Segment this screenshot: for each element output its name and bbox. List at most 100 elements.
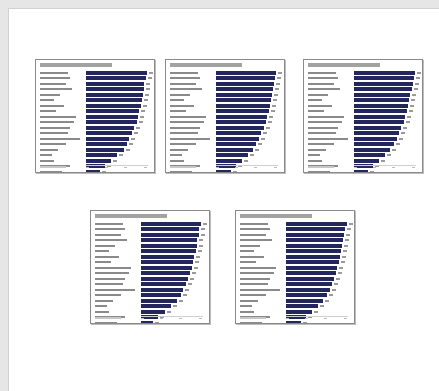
page-footer-note — [40, 166, 66, 168]
print-preview-canvas — [8, 8, 439, 391]
bar-label — [40, 93, 60, 96]
bar-value-label — [392, 148, 396, 151]
bar-value-label — [414, 88, 418, 91]
bar — [354, 87, 412, 92]
x-tick — [392, 167, 396, 168]
bar-label — [170, 126, 200, 129]
bar-value-label — [274, 93, 278, 96]
x-tick — [324, 318, 328, 319]
bar-label — [170, 88, 202, 91]
bar-label — [308, 148, 326, 151]
bar-row — [240, 287, 350, 293]
bar — [286, 238, 343, 243]
bar — [141, 320, 153, 323]
bar — [216, 71, 276, 75]
bar-label — [40, 137, 80, 140]
bar-value-label — [387, 154, 391, 157]
bar-row — [240, 243, 350, 249]
bar-label — [240, 255, 264, 258]
bar-row — [170, 169, 280, 172]
bar-row — [95, 293, 205, 298]
bar-row — [240, 265, 350, 271]
bar-row — [240, 309, 350, 315]
bar — [216, 92, 272, 97]
bar-row — [308, 109, 418, 114]
bar-label — [240, 294, 266, 297]
bar-label — [308, 99, 322, 102]
page-footer-note — [240, 317, 266, 319]
bar-label — [240, 277, 270, 280]
x-tick — [344, 318, 347, 319]
x-tick — [160, 318, 164, 319]
bar-value-label — [268, 121, 272, 124]
page-thumbnail-3[interactable] — [303, 59, 423, 173]
bar-value-label — [370, 170, 374, 172]
bar — [86, 76, 146, 81]
bar-value-label — [314, 310, 318, 313]
bar — [354, 136, 397, 141]
bar-row — [95, 260, 205, 265]
bar — [216, 103, 270, 108]
bar-row — [170, 92, 280, 98]
bar-label — [40, 115, 76, 118]
bar-label — [95, 310, 109, 313]
bar-label — [240, 321, 262, 323]
bar-row — [95, 298, 205, 304]
bar — [286, 227, 345, 232]
page-title-line — [95, 214, 167, 218]
bar — [141, 238, 197, 243]
bar-row — [95, 309, 205, 315]
bar-label — [240, 288, 280, 291]
bar-value-label — [347, 228, 351, 231]
x-tick — [86, 167, 89, 168]
bar-row — [308, 153, 418, 158]
x-axis — [286, 316, 348, 319]
bar-label — [170, 143, 196, 146]
bar — [86, 158, 111, 163]
bar-value-label — [410, 104, 414, 107]
bar-label — [170, 148, 188, 151]
bar-value-label — [185, 288, 189, 291]
bar-value-label — [258, 143, 262, 146]
bar — [286, 271, 336, 276]
x-tick — [274, 167, 277, 168]
bar-value-label — [381, 159, 385, 162]
bar-row — [240, 232, 350, 238]
page-thumbnail-5[interactable] — [235, 210, 355, 324]
bar — [286, 287, 330, 292]
bar-value-label — [143, 104, 147, 107]
bar — [216, 87, 273, 92]
bar-value-label — [188, 283, 192, 286]
bar-label — [240, 266, 276, 269]
page-thumbnail-2[interactable] — [165, 59, 285, 173]
bar-value-label — [345, 239, 349, 242]
bar-row — [170, 153, 280, 158]
bar-row — [40, 87, 150, 92]
bar-value-label — [303, 321, 307, 323]
bar — [216, 131, 261, 136]
bar-value-label — [278, 72, 282, 74]
bar-row — [95, 320, 205, 323]
bar-row — [308, 158, 418, 164]
bar — [216, 158, 242, 163]
bar-label — [95, 239, 127, 242]
bar-label — [308, 132, 336, 135]
x-tick — [286, 318, 289, 319]
bar — [86, 125, 134, 130]
bar-label — [308, 126, 338, 129]
bar-row — [308, 76, 420, 81]
bar-label — [40, 159, 54, 162]
page-thumbnail-1[interactable] — [35, 59, 155, 173]
bar-value-label — [403, 126, 407, 129]
bar-row — [308, 71, 421, 76]
bar — [86, 142, 127, 147]
bar-row — [170, 81, 280, 87]
bar-value-label — [167, 310, 171, 313]
bar — [86, 109, 139, 114]
bar — [86, 120, 137, 125]
bar-label — [170, 99, 184, 102]
bar-value-label — [271, 110, 275, 113]
bar-label — [240, 223, 268, 225]
page-thumbnail-4[interactable] — [90, 210, 210, 324]
bar — [86, 92, 143, 97]
